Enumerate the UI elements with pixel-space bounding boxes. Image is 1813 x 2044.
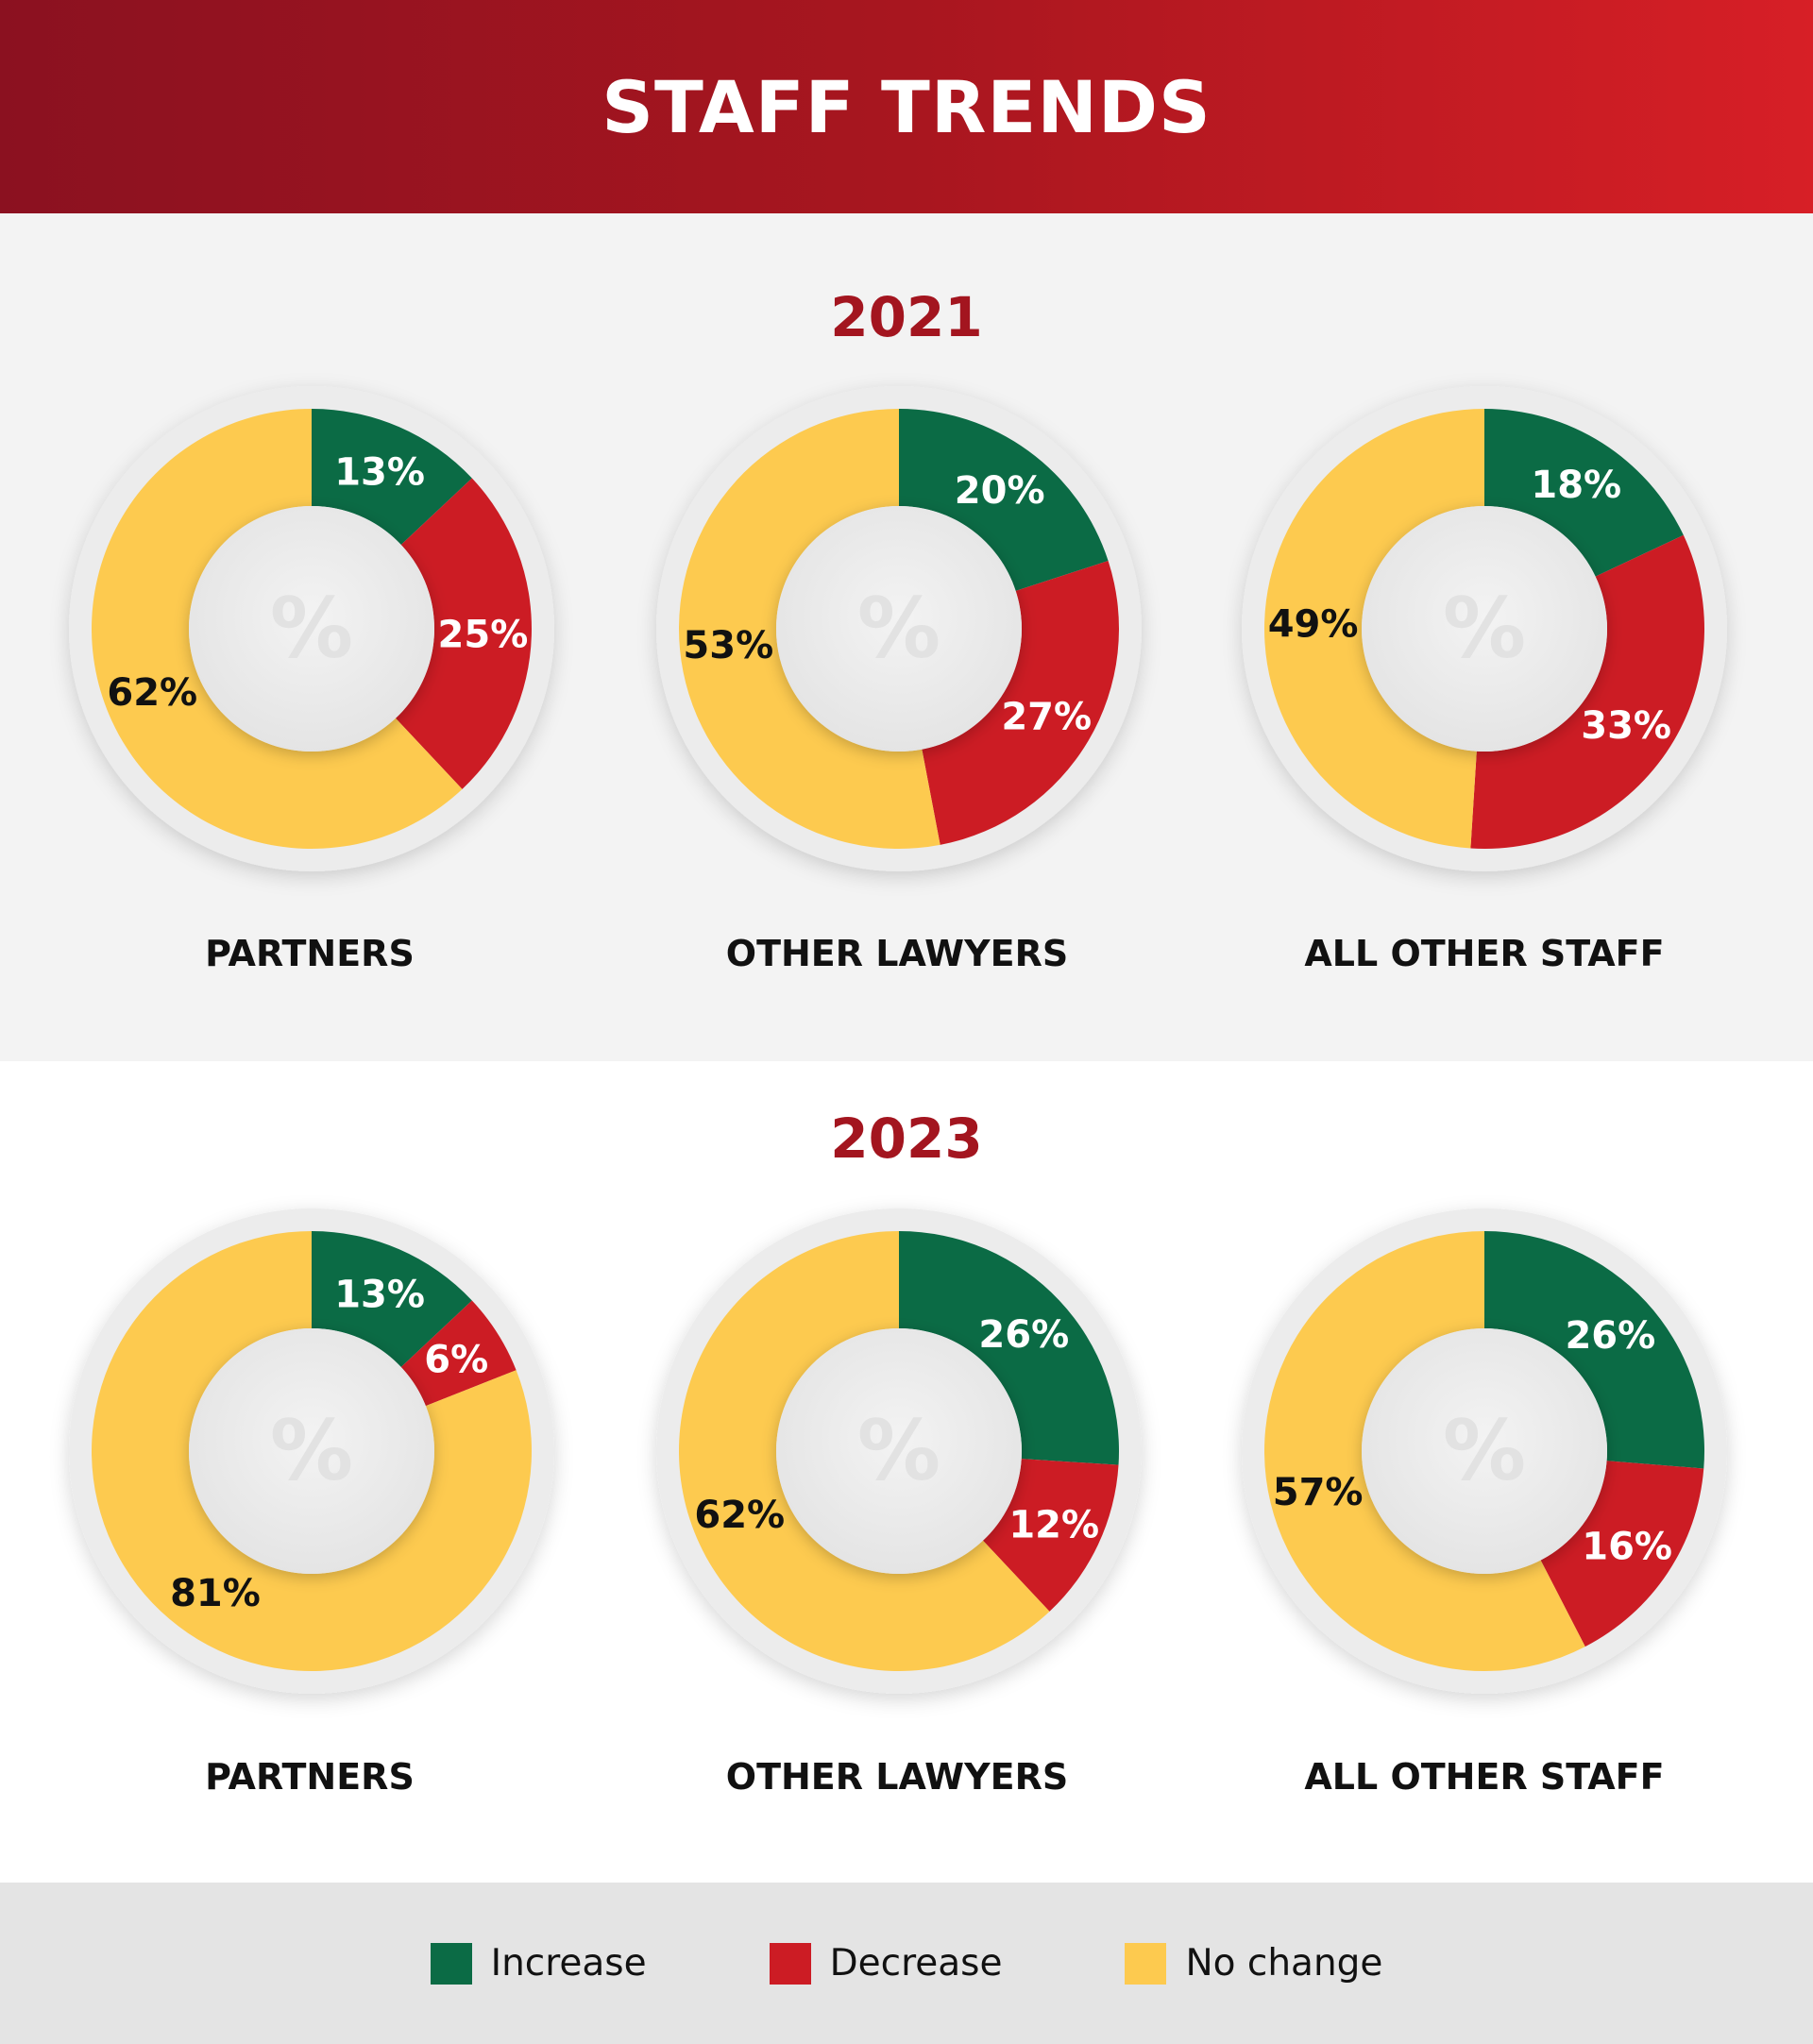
section-2023: 2023 PARTNERS OTHER LAWYERS ALL OTHER ST… xyxy=(0,1061,1813,1883)
legend-item-no-change: No change xyxy=(1125,1942,1382,1985)
legend-label-decrease: Decrease xyxy=(829,1942,1003,1985)
legend-swatch-no-change xyxy=(1125,1942,1167,1985)
legend-swatch-increase xyxy=(430,1942,472,1985)
legend-swatch-decrease xyxy=(769,1942,811,1985)
chart-label-2021-partners: PARTNERS xyxy=(205,933,415,974)
header-banner: STAFF TRENDS xyxy=(0,0,1813,213)
year-title-2023: 2023 xyxy=(830,1106,983,1171)
chart-label-2023-partners: PARTNERS xyxy=(205,1756,415,1798)
year-title-2021: 2021 xyxy=(830,285,983,349)
section-2021: 2021 PARTNERS OTHER LAWYERS ALL OTHER ST… xyxy=(0,213,1813,1061)
chart-label-2023-other-lawyers: OTHER LAWYERS xyxy=(725,1756,1069,1798)
legend-bar: Increase Decrease No change xyxy=(0,1883,1813,2044)
legend: Increase Decrease No change xyxy=(0,1883,1813,2044)
legend-item-decrease: Decrease xyxy=(769,1942,1003,1985)
page-title: STAFF TRENDS xyxy=(602,64,1211,149)
legend-label-increase: Increase xyxy=(490,1942,647,1985)
chart-label-2021-other-lawyers: OTHER LAWYERS xyxy=(725,933,1069,974)
legend-label-no-change: No change xyxy=(1185,1942,1383,1985)
chart-label-2021-all-other-staff: ALL OTHER STAFF xyxy=(1304,933,1665,974)
legend-item-increase: Increase xyxy=(430,1942,647,1985)
chart-label-2023-all-other-staff: ALL OTHER STAFF xyxy=(1304,1756,1665,1798)
